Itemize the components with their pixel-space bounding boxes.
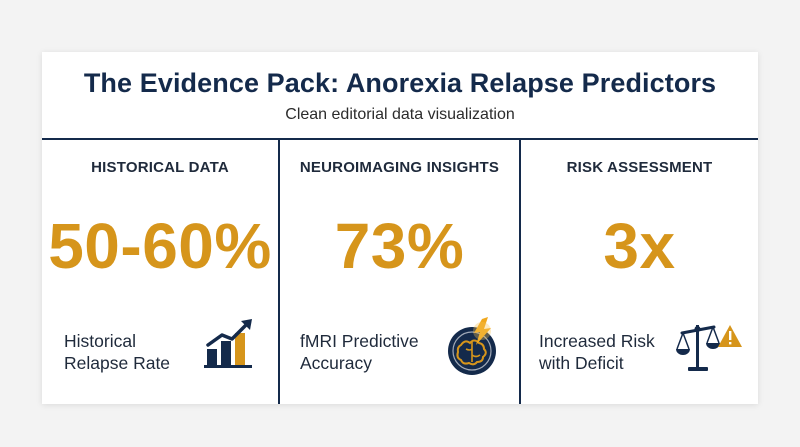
caption-line: Relapse Rate: [64, 353, 171, 373]
page-subtitle: Clean editorial data visualization: [285, 106, 515, 123]
panel-heading: NEUROIMAGING INSIGHTS: [299, 159, 500, 176]
panel-risk-assessment: RISK ASSESSMENT 3x Increased Risk with D…: [521, 140, 758, 404]
bar-chart-up-icon: [202, 315, 258, 376]
brain-scan-icon: [444, 315, 506, 382]
panel-heading: RISK ASSESSMENT: [566, 159, 713, 176]
page-title: The Evidence Pack: Anorexia Relapse Pred…: [83, 68, 717, 98]
panel-caption: Historical Relapse Rate: [64, 330, 170, 374]
caption-line: fMRI Predictive: [300, 331, 419, 351]
panel-stat: 50-60%: [48, 210, 272, 282]
evidence-card: The Evidence Pack: Anorexia Relapse Pred…: [42, 52, 758, 404]
panel-stat: 73%: [334, 210, 465, 282]
caption-line: with Deficit: [539, 353, 624, 373]
scale-warning-icon: [676, 315, 742, 380]
header-divider: [42, 138, 758, 140]
card-header: The Evidence Pack: Anorexia Relapse Pred…: [42, 52, 758, 138]
panel-caption: fMRI Predictive Accuracy: [300, 330, 419, 374]
panel-historical-data: HISTORICAL DATA 50-60% Historical Relaps…: [42, 140, 278, 404]
panel-heading: HISTORICAL DATA: [91, 159, 229, 176]
column-divider-2: [519, 138, 521, 404]
caption-line: Increased Risk: [539, 331, 655, 351]
column-divider-1: [278, 138, 280, 404]
caption-line: Accuracy: [300, 353, 372, 373]
caption-line: Historical: [64, 331, 136, 351]
panel-neuroimaging-insights: NEUROIMAGING INSIGHTS 73% fMRI Predictiv…: [280, 140, 519, 404]
panel-stat: 3x: [603, 210, 676, 282]
panel-caption: Increased Risk with Deficit: [539, 330, 655, 374]
